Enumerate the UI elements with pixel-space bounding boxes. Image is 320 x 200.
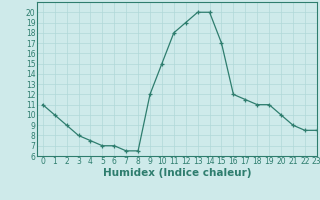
X-axis label: Humidex (Indice chaleur): Humidex (Indice chaleur) (102, 168, 251, 178)
